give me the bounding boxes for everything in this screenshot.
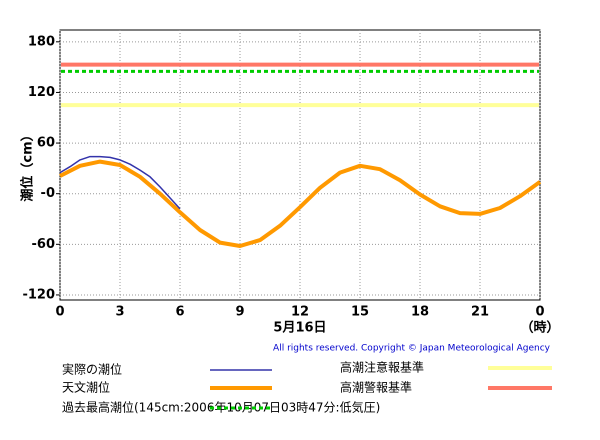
x-tick-label: 18 xyxy=(411,305,429,320)
legend-label: 高潮警報基準 xyxy=(340,380,412,395)
x-tick-label: 21 xyxy=(471,305,489,320)
x-tick-label: 9 xyxy=(235,305,244,320)
series-line xyxy=(59,159,542,248)
legend-label: 実際の潮位 xyxy=(62,362,122,377)
y-tick-label: 180 xyxy=(28,34,55,49)
x-axis-label: 5月16日 xyxy=(273,321,326,336)
y-axis-label: 潮位（cm） xyxy=(20,128,36,201)
y-tick-label: -60 xyxy=(32,237,56,252)
x-tick-label: 0 xyxy=(55,305,64,320)
legend-label: 過去最高潮位(145cm:2006年10月07日03時47分:低気圧) xyxy=(62,400,380,415)
copyright: All rights reserved. Copyright © Japan M… xyxy=(273,344,551,354)
y-tick-label: -120 xyxy=(22,287,55,302)
legend-label: 天文潮位 xyxy=(62,380,110,395)
x-tick-label: 0 xyxy=(535,305,544,320)
series-line xyxy=(59,155,181,210)
legend-label: 高潮注意報基準 xyxy=(340,360,424,375)
x-tick-label: 6 xyxy=(175,305,184,320)
x-tick-label: 15 xyxy=(351,305,369,320)
y-tick-label: 60 xyxy=(37,136,55,151)
x-tick-label: 12 xyxy=(291,305,309,320)
y-tick-label: -0 xyxy=(41,186,55,201)
x-tick-label: 3 xyxy=(115,305,124,320)
x-unit: （時） xyxy=(520,320,559,336)
y-tick-label: 120 xyxy=(28,85,55,100)
